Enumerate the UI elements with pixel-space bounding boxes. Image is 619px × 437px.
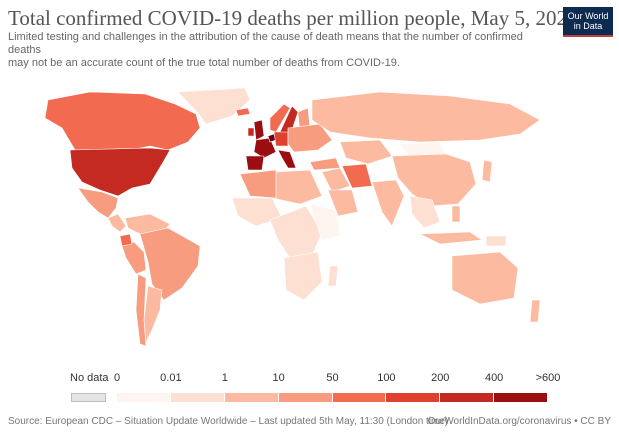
legend-tick-label: 0	[113, 372, 121, 384]
region-saudi-arabia[interactable]	[327, 189, 359, 217]
region-new-zealand[interactable]	[529, 299, 541, 323]
region-united-kingdom[interactable]	[253, 119, 265, 141]
region-madagascar[interactable]	[327, 265, 339, 287]
chart-subtitle: Limited testing and challenges in the at…	[8, 31, 548, 70]
region-algeria[interactable]	[239, 169, 277, 199]
region-china[interactable]	[391, 153, 477, 207]
region-southern-africa[interactable]	[283, 251, 323, 301]
region-iran[interactable]	[341, 163, 373, 189]
region-peru[interactable]	[121, 241, 147, 275]
region-iceland[interactable]	[235, 107, 251, 117]
legend-color-bar	[117, 393, 548, 402]
logo-line-2: in Data	[573, 21, 603, 31]
region-ecuador[interactable]	[119, 233, 133, 247]
region-east-africa[interactable]	[309, 203, 341, 241]
legend-swatch	[224, 393, 279, 402]
legend-tick-label: 400	[484, 372, 504, 384]
legend-tick-label: 0.01	[160, 372, 182, 384]
legend-tick-label: 1	[221, 372, 228, 384]
region-spain[interactable]	[245, 155, 265, 171]
region-japan[interactable]	[481, 159, 493, 183]
legend-swatch	[170, 393, 225, 402]
legend-swatch	[386, 393, 441, 402]
legend-swatch	[332, 393, 387, 402]
region-france[interactable]	[253, 137, 277, 159]
region-ireland[interactable]	[247, 127, 255, 137]
owid-logo[interactable]: Our World in Data	[563, 7, 613, 37]
legend-tick-label: 200	[431, 372, 450, 384]
region-russia[interactable]	[311, 91, 541, 143]
legend-tick-label: 50	[326, 372, 339, 384]
region-italy[interactable]	[277, 149, 297, 169]
logo-line-1: Our World	[567, 11, 609, 21]
legend-swatch	[117, 393, 171, 402]
chart-title: Total confirmed COVID-19 deaths per mill…	[8, 6, 578, 30]
legend-no-data-label: No data	[70, 372, 109, 384]
subtitle-line-2: may not be an accurate count of the true…	[8, 57, 400, 69]
region-norway[interactable]	[269, 103, 291, 133]
source-note: Source: European CDC – Situation Update …	[8, 416, 449, 427]
map-legend: No data 0 0.01 1 10 50 100 200 400 >600	[0, 372, 619, 408]
legend-tick-label: 100	[377, 372, 396, 384]
region-australia[interactable]	[451, 251, 519, 305]
subtitle-line-1: Limited testing and challenges in the at…	[8, 31, 523, 56]
region-papua-new-guinea[interactable]	[485, 235, 507, 247]
legend-swatch	[494, 393, 548, 402]
region-indonesia[interactable]	[419, 231, 483, 245]
region-germany[interactable]	[273, 131, 289, 147]
region-mexico[interactable]	[77, 187, 119, 219]
legend-swatch	[278, 393, 333, 402]
region-brazil[interactable]	[139, 227, 201, 301]
legend-tick-label: >600	[535, 372, 561, 384]
region-central-america[interactable]	[107, 213, 127, 233]
legend-tick-label: 10	[272, 372, 285, 384]
credit-link[interactable]: OurWorldInData.org/coronavirus • CC BY	[427, 416, 611, 427]
region-southeast-asia[interactable]	[409, 195, 441, 229]
region-chile[interactable]	[135, 273, 147, 347]
region-middle-east[interactable]	[321, 167, 351, 193]
region-philippines[interactable]	[451, 205, 461, 223]
legend-swatch	[440, 393, 495, 402]
region-united-states[interactable]	[69, 147, 171, 197]
region-canada[interactable]	[44, 91, 201, 151]
region-west-africa[interactable]	[231, 197, 283, 227]
region-kazakhstan[interactable]	[339, 139, 393, 165]
world-map	[0, 80, 619, 370]
region-india[interactable]	[371, 179, 405, 227]
region-greenland[interactable]	[177, 87, 251, 125]
legend-no-data-swatch	[71, 393, 106, 402]
